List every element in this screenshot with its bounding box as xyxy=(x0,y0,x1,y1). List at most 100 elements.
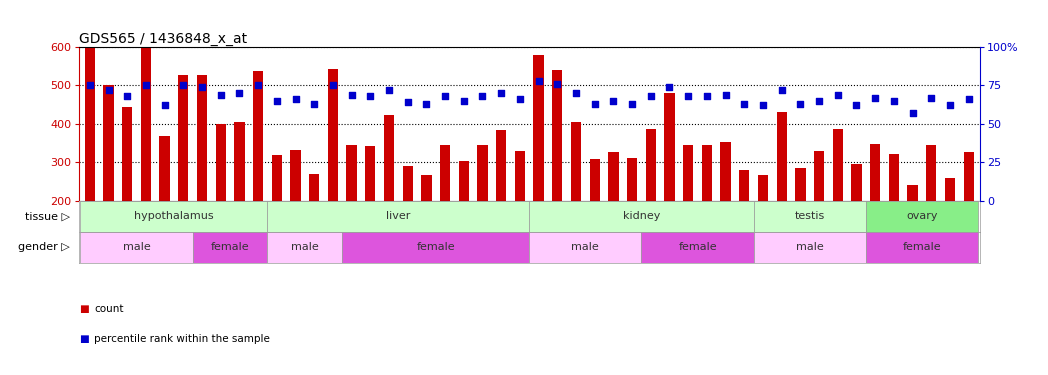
Bar xyxy=(702,145,712,278)
Bar xyxy=(178,75,189,278)
Bar xyxy=(235,122,244,278)
Text: percentile rank within the sample: percentile rank within the sample xyxy=(94,334,270,344)
Bar xyxy=(664,93,675,278)
Bar xyxy=(343,232,529,262)
Bar xyxy=(832,129,843,278)
Point xyxy=(549,81,566,87)
Point xyxy=(923,95,940,101)
Bar xyxy=(683,145,694,278)
Point xyxy=(530,78,547,84)
Bar xyxy=(402,166,413,278)
Point xyxy=(661,84,678,90)
Bar xyxy=(739,170,749,278)
Point xyxy=(268,98,285,104)
Text: male: male xyxy=(571,242,599,252)
Text: ovary: ovary xyxy=(907,211,938,221)
Text: liver: liver xyxy=(386,211,411,221)
Point xyxy=(792,101,809,107)
Bar xyxy=(641,232,754,262)
Bar xyxy=(571,122,582,278)
Bar xyxy=(81,201,267,232)
Point xyxy=(456,98,473,104)
Bar xyxy=(496,130,506,278)
Text: male: male xyxy=(123,242,151,252)
Point xyxy=(829,92,846,98)
Bar xyxy=(328,69,339,278)
Bar xyxy=(267,232,343,262)
Point xyxy=(886,98,902,104)
Text: testis: testis xyxy=(794,211,825,221)
Point xyxy=(287,96,304,102)
Point xyxy=(511,96,528,102)
Text: ■: ■ xyxy=(79,334,88,344)
Bar xyxy=(552,70,563,278)
Bar xyxy=(271,154,282,278)
Point xyxy=(605,98,621,104)
Point xyxy=(213,92,230,98)
Bar xyxy=(754,232,866,262)
Text: female: female xyxy=(416,242,455,252)
Point xyxy=(418,101,435,107)
Point xyxy=(717,92,734,98)
Bar xyxy=(384,115,394,278)
Bar xyxy=(347,145,356,278)
Point xyxy=(137,82,154,88)
Bar xyxy=(365,146,375,278)
Bar xyxy=(926,145,937,278)
Text: male: male xyxy=(795,242,824,252)
Bar xyxy=(216,124,226,278)
Point xyxy=(960,96,977,102)
Bar xyxy=(795,168,806,278)
Bar xyxy=(777,112,787,278)
Bar xyxy=(608,152,618,278)
Point xyxy=(82,82,99,88)
Bar xyxy=(866,201,978,232)
Point xyxy=(680,93,697,99)
Bar xyxy=(851,164,861,278)
Bar xyxy=(866,232,978,262)
Text: tissue ▷: tissue ▷ xyxy=(24,211,69,221)
Bar xyxy=(646,129,656,278)
Bar xyxy=(85,48,95,278)
Bar xyxy=(529,232,641,262)
Bar xyxy=(889,154,899,278)
Bar xyxy=(159,136,170,278)
Bar xyxy=(533,56,544,278)
Point xyxy=(773,87,790,93)
Bar xyxy=(193,232,267,262)
Text: gender ▷: gender ▷ xyxy=(18,242,69,252)
Text: female: female xyxy=(211,242,249,252)
Bar xyxy=(140,48,151,278)
Point xyxy=(867,95,883,101)
Bar xyxy=(122,107,132,278)
Point xyxy=(493,90,509,96)
Point xyxy=(736,101,752,107)
Bar xyxy=(908,186,918,278)
Text: kidney: kidney xyxy=(623,211,660,221)
Bar xyxy=(758,175,768,278)
Point xyxy=(249,82,266,88)
Text: female: female xyxy=(902,242,941,252)
Point xyxy=(101,87,117,93)
Bar xyxy=(197,75,208,278)
Point xyxy=(642,93,659,99)
Point xyxy=(474,93,490,99)
Point xyxy=(156,102,173,108)
Point xyxy=(343,92,359,98)
Bar xyxy=(720,142,730,278)
Text: count: count xyxy=(94,304,124,314)
Bar xyxy=(440,146,451,278)
Bar xyxy=(814,151,824,278)
Point xyxy=(325,82,342,88)
Point xyxy=(904,110,921,116)
Bar xyxy=(81,232,193,262)
Point xyxy=(231,90,247,96)
Bar xyxy=(421,175,432,278)
Bar xyxy=(253,71,263,278)
Point xyxy=(194,84,211,90)
Text: male: male xyxy=(291,242,319,252)
Bar xyxy=(627,158,637,278)
Bar xyxy=(870,144,880,278)
Bar xyxy=(529,201,754,232)
Bar xyxy=(104,86,113,278)
